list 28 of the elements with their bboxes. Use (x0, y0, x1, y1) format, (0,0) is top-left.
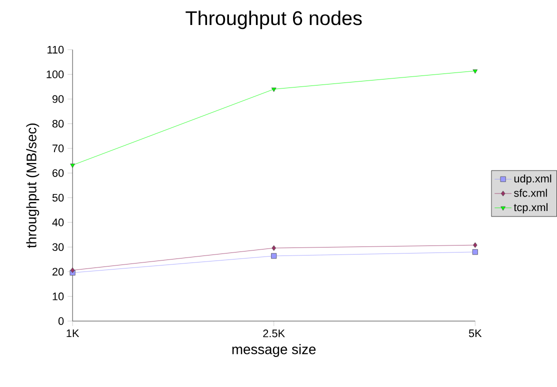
y-tick-label: 50 (52, 194, 64, 202)
y-tick-label: 20 (52, 268, 64, 276)
x-tick-label: 5K (468, 330, 482, 338)
x-axis-title: message size (232, 344, 316, 358)
y-tick-label: 10 (52, 292, 64, 300)
y-tick-label: 110 (48, 46, 64, 54)
y-tick-label: 100 (46, 70, 64, 78)
point (472, 249, 478, 255)
point (472, 70, 478, 74)
y-tick-label: 60 (52, 169, 64, 178)
point (272, 245, 276, 251)
x-tick-label: 2.5K (263, 330, 285, 338)
x-tick-label: 1K (66, 330, 80, 338)
y-tick-label: 0 (58, 317, 64, 326)
point (271, 253, 277, 259)
y-tick-label: 80 (52, 120, 64, 128)
chart-title: Throughput 6 nodes (186, 10, 362, 30)
legend-label: sfc.xml (514, 188, 547, 197)
legend-label: tcp.xml (514, 203, 548, 214)
legend-label: udp.xml (514, 174, 552, 185)
point (70, 268, 75, 274)
y-tick-label: 90 (52, 95, 64, 104)
point (271, 88, 276, 92)
y-tick-label: 30 (52, 243, 64, 252)
y-axis-title: throughput (MB/sec) (26, 124, 40, 248)
point (70, 164, 76, 168)
y-tick-label: 70 (52, 144, 64, 152)
y-tick-label: 40 (52, 218, 64, 226)
